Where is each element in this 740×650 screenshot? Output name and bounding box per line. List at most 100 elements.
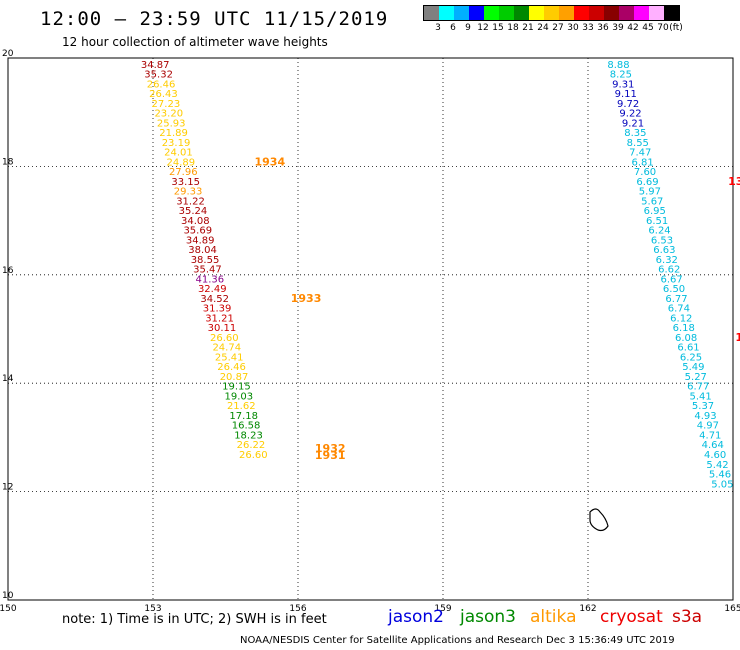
wave-height-value: 6.25	[680, 352, 702, 363]
legend-swatch	[589, 6, 604, 20]
legend-swatch	[454, 6, 469, 20]
legend-label: 33	[582, 23, 594, 33]
wave-height-value: 26.43	[149, 89, 178, 100]
wave-height-value: 35.69	[183, 226, 212, 237]
legend-label: 12	[477, 23, 489, 33]
time-marker: 1932	[315, 442, 346, 455]
lon-tick-label: 165	[724, 604, 740, 614]
wave-height-value: 41.36	[196, 274, 225, 285]
lat-tick-label: 10	[2, 591, 14, 601]
legend-label: 18	[507, 23, 519, 33]
legend-swatches	[423, 5, 680, 21]
wave-height-value: 6.08	[675, 333, 697, 344]
legend-label: 24	[537, 23, 549, 33]
wave-height-value: 6.18	[673, 323, 695, 334]
legend-swatch	[634, 6, 649, 20]
wave-height-value: 6.50	[663, 284, 685, 295]
wave-height-value: 38.55	[191, 255, 220, 266]
wave-height-value: 5.46	[709, 470, 731, 481]
wave-height-value: 6.32	[656, 255, 678, 266]
wave-height-value: 5.67	[641, 196, 663, 207]
wave-height-value: 21.89	[159, 128, 188, 139]
legend-swatch	[439, 6, 454, 20]
wave-height-value: 7.47	[629, 148, 651, 159]
wave-height-value: 5.05	[711, 479, 733, 490]
wave-height-value: 8.88	[607, 60, 629, 71]
lon-tick-label: 150	[0, 604, 17, 614]
wave-height-value: 33.15	[171, 177, 200, 188]
wave-height-value: 26.22	[237, 440, 266, 451]
wave-height-value: 8.55	[627, 138, 649, 149]
wave-height-value: 5.97	[639, 187, 661, 198]
map-frame	[7, 57, 734, 601]
wave-height-value: 25.93	[157, 118, 186, 129]
wave-height-value: 6.69	[636, 177, 658, 188]
legend-swatch	[469, 6, 484, 20]
wave-height-value: 34.08	[181, 216, 210, 227]
wave-height-value: 4.71	[699, 430, 721, 441]
legend-label: 70	[657, 23, 669, 33]
wave-height-value: 29.33	[174, 187, 203, 198]
wave-height-value: 24.74	[212, 343, 241, 354]
wave-height-value: 6.51	[646, 216, 668, 227]
satellite-label-jason3: jason3	[460, 607, 516, 627]
wave-height-value: 9.11	[615, 89, 637, 100]
satellite-label-cryosat: cryosat	[600, 607, 663, 627]
lon-tick-label: 156	[289, 604, 306, 614]
time-marker: 1934	[255, 155, 286, 168]
legend-swatch	[424, 6, 439, 20]
satellite-label-jason2: jason2	[388, 607, 444, 627]
wave-height-value: 23.19	[162, 138, 191, 149]
legend-swatch	[559, 6, 574, 20]
lon-tick-label: 159	[434, 604, 451, 614]
legend-label: (ft)	[669, 23, 683, 33]
island-outline	[589, 508, 609, 532]
legend-swatch	[574, 6, 589, 20]
legend-label: 39	[612, 23, 624, 33]
wave-height-value: 31.22	[176, 196, 205, 207]
map-title: 12:00 – 23:59 UTC 11/15/2019	[40, 8, 389, 30]
lon-tick-label: 153	[144, 604, 161, 614]
lat-tick-label: 16	[2, 266, 14, 276]
wave-height-value: 4.60	[704, 450, 726, 461]
time-marker: 1313	[728, 175, 740, 188]
wave-height-value: 35.24	[179, 206, 208, 217]
wave-height-value: 9.21	[622, 118, 644, 129]
wave-height-value: 5.37	[692, 401, 714, 412]
wave-height-value: 20.87	[220, 372, 249, 383]
footer-note: note: 1) Time is in UTC; 2) SWH is in fe…	[62, 612, 327, 627]
wave-height-value: 19.03	[225, 391, 254, 402]
lon-tick-label: 162	[579, 604, 596, 614]
legend-label: 9	[465, 23, 471, 33]
legend-swatch	[514, 6, 529, 20]
wave-height-value: 16.58	[232, 421, 261, 432]
wave-height-value: 5.42	[706, 460, 728, 471]
wave-height-value: 26.46	[147, 79, 176, 90]
wave-height-value: 34.87	[141, 60, 170, 71]
time-marker: 1312	[735, 331, 740, 344]
legend-label: 36	[597, 23, 609, 33]
wave-height-value: 9.72	[617, 99, 639, 110]
legend-swatch	[499, 6, 514, 20]
wave-height-value: 9.31	[612, 79, 634, 90]
credit-line: NOAA/NESDIS Center for Satellite Applica…	[240, 635, 675, 646]
wave-height-value: 4.64	[702, 440, 724, 451]
lat-tick-label: 12	[2, 483, 13, 493]
lat-tick-label: 14	[2, 374, 14, 384]
wave-height-value: 6.77	[665, 294, 687, 305]
wave-height-value: 6.12	[670, 313, 692, 324]
wave-height-value: 8.25	[610, 70, 632, 81]
wave-height-value: 5.41	[690, 391, 712, 402]
legend-swatch	[619, 6, 634, 20]
wave-height-value: 21.62	[227, 401, 256, 412]
time-marker: 1933	[291, 292, 322, 305]
wave-height-value: 38.04	[188, 245, 217, 256]
wave-height-value: 6.95	[644, 206, 666, 217]
legend-label: 27	[552, 23, 564, 33]
satellite-label-s3a: s3a	[672, 607, 703, 627]
wave-height-value: 6.77	[687, 382, 709, 393]
wave-height-value: 19.15	[222, 382, 251, 393]
wave-height-value: 6.24	[648, 226, 670, 237]
legend-swatch	[529, 6, 544, 20]
legend-label: 3	[435, 23, 441, 33]
